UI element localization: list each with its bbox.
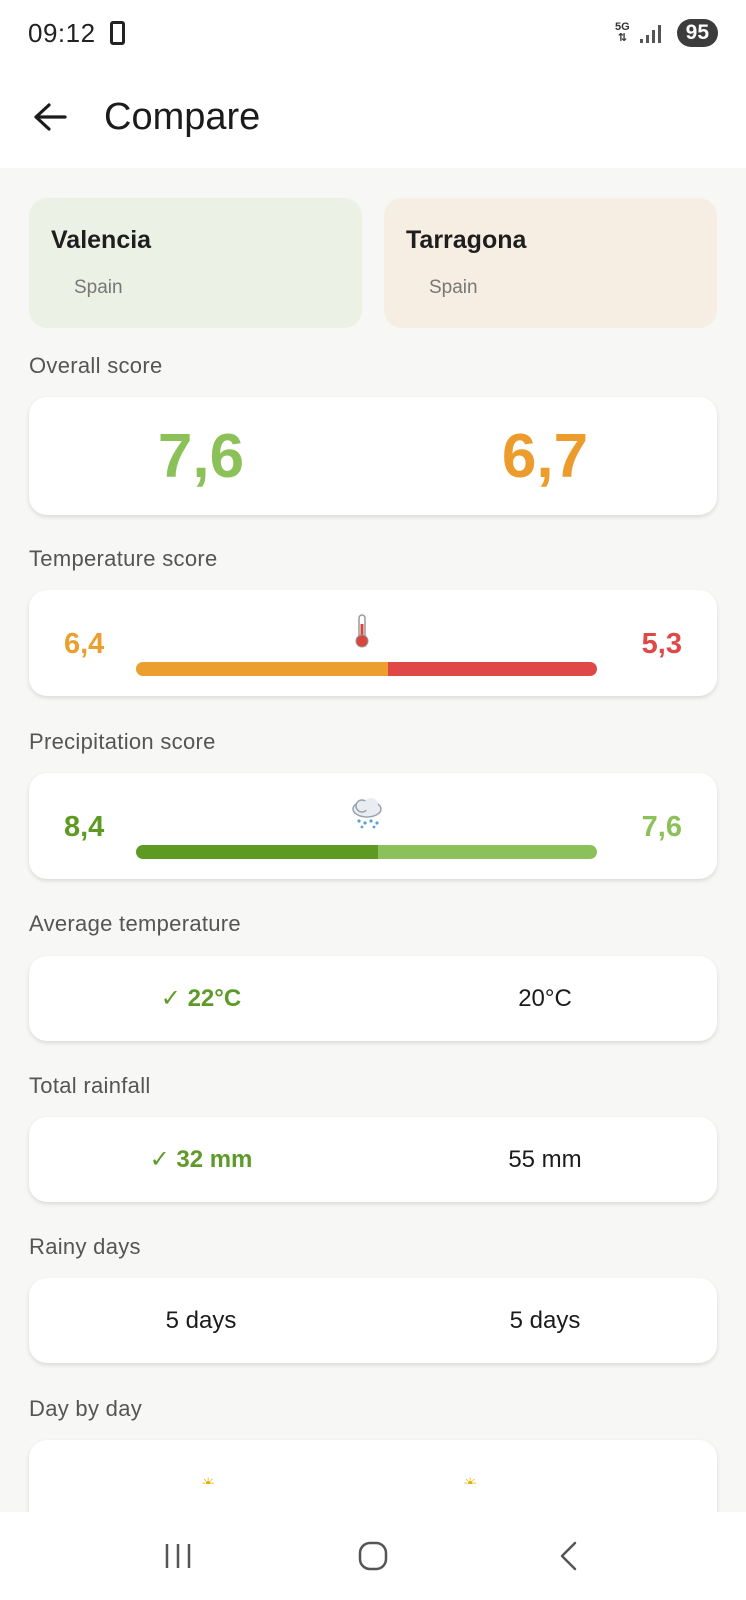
city-card-left[interactable]: Valencia Spain: [29, 198, 362, 328]
average-temperature-left: ✓ 22°C: [160, 985, 242, 1012]
overall-score-card: 7,6 6,7: [29, 397, 717, 515]
city-card-right[interactable]: Tarragona Spain: [384, 198, 717, 328]
city-country: Spain: [429, 277, 478, 298]
rainy-days-label: Rainy days: [29, 1234, 141, 1259]
temperature-score-card: 6,4 5,3: [29, 590, 717, 696]
sun-icon: ☀☁: [463, 1474, 491, 1484]
total-rainfall-left: ✓ 32 mm: [149, 1146, 253, 1173]
temperature-score-label: Temperature score: [29, 546, 218, 571]
overall-score-label: Overall score: [29, 353, 163, 378]
temperature-score-right: 5,3: [641, 628, 682, 660]
precipitation-score-left: 8,4: [64, 811, 105, 843]
city-name: Valencia: [51, 226, 152, 254]
city-country: Spain: [74, 277, 123, 298]
precipitation-score-label: Precipitation score: [29, 729, 216, 754]
app-bar: Compare: [0, 66, 746, 168]
total-rainfall-right: 55 mm: [508, 1145, 582, 1173]
system-nav-bar: [0, 1512, 746, 1600]
page-title: Compare: [104, 95, 261, 138]
compare-content: Valencia Spain Tarragona Spain Overall s…: [0, 168, 746, 1512]
signal-icon: [639, 23, 661, 43]
phone-icon: [109, 21, 125, 45]
overall-score-right: 6,7: [501, 421, 589, 491]
overall-score-left: 7,6: [157, 421, 245, 491]
precipitation-score-bar: [136, 845, 597, 859]
day-by-day-label: Day by day: [29, 1396, 143, 1421]
home-icon[interactable]: [343, 1526, 403, 1586]
status-icons: 5G ⇅ 95: [615, 19, 718, 47]
precipitation-score-card: 8,4 7,6: [29, 773, 717, 879]
day-by-day-card[interactable]: ☀☁ ☀☁: [29, 1440, 717, 1512]
back-arrow-icon[interactable]: [30, 97, 70, 137]
rainy-days-left: 5 days: [165, 1306, 237, 1334]
thermometer-icon: [355, 614, 369, 655]
rainy-days-right: 5 days: [509, 1306, 581, 1334]
back-icon[interactable]: [538, 1526, 598, 1586]
average-temperature-card: ✓ 22°C 20°C: [29, 956, 717, 1041]
precipitation-score-right: 7,6: [641, 811, 682, 843]
total-rainfall-label: Total rainfall: [29, 1073, 151, 1098]
battery-indicator: 95: [676, 19, 718, 47]
recent-apps-icon[interactable]: [148, 1526, 208, 1586]
status-time: 09:12: [28, 17, 96, 48]
temperature-score-bar: [136, 662, 597, 676]
precipitation-bar-right-segment: [378, 845, 597, 859]
network-label: 5G: [614, 21, 630, 33]
status-bar: 09:12 5G ⇅ 95: [0, 0, 746, 66]
temperature-bar-right-segment: [388, 662, 597, 676]
network-icon: 5G ⇅: [615, 22, 630, 44]
temperature-bar-left-segment: [136, 662, 389, 676]
city-name: Tarragona: [406, 226, 527, 254]
average-temperature-right: 20°C: [518, 984, 572, 1012]
sun-icon: ☀☁: [201, 1474, 229, 1484]
temperature-score-left: 6,4: [64, 628, 105, 660]
precipitation-bar-left-segment: [136, 845, 379, 859]
city-cards: Valencia Spain Tarragona Spain: [29, 198, 717, 328]
data-arrows-icon: ⇅: [617, 32, 627, 44]
average-temperature-label: Average temperature: [29, 911, 241, 936]
rainy-days-card: 5 days 5 days: [29, 1278, 717, 1363]
total-rainfall-card: ✓ 32 mm 55 mm: [29, 1117, 717, 1202]
rain-cloud-icon: [350, 797, 384, 836]
